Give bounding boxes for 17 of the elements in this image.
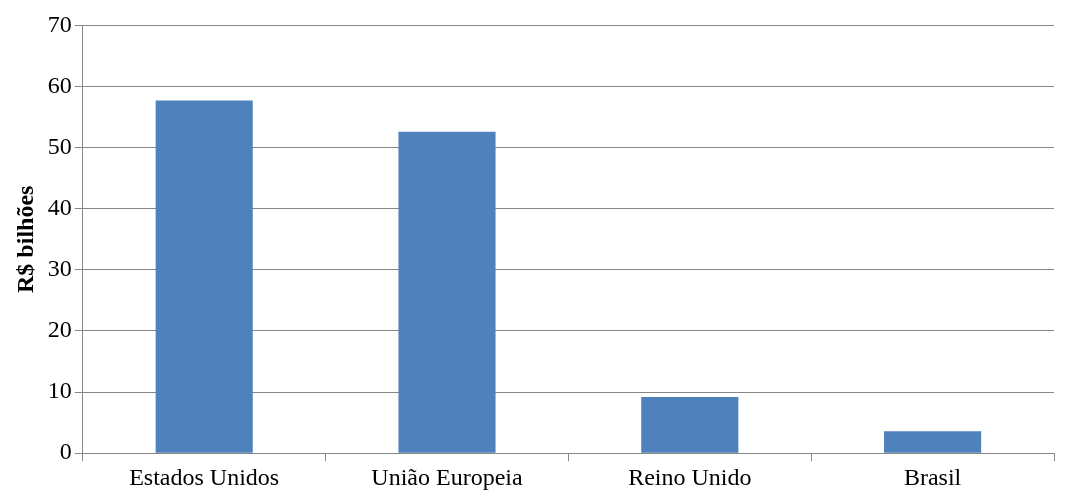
y-tick-label: 0 xyxy=(59,438,72,465)
y-tick-label: 70 xyxy=(47,10,72,37)
y-axis-title: R$ bilhões xyxy=(11,185,38,293)
y-tick-label: 50 xyxy=(47,132,72,159)
y-tick-label: 20 xyxy=(47,316,72,343)
x-tick-label: Brasil xyxy=(903,463,962,490)
x-tick-label: União Europeia xyxy=(371,463,523,490)
bar xyxy=(641,396,739,453)
x-tick-label: Estados Unidos xyxy=(129,463,280,490)
bar xyxy=(884,431,982,453)
y-tick-label: 30 xyxy=(47,255,72,282)
y-tick-label: 60 xyxy=(47,71,72,98)
y-tick-label: 10 xyxy=(47,377,72,404)
bar xyxy=(398,131,496,453)
y-tick-label: 40 xyxy=(47,194,72,221)
x-tick-label: Reino Unido xyxy=(628,463,752,490)
bar xyxy=(155,100,253,453)
